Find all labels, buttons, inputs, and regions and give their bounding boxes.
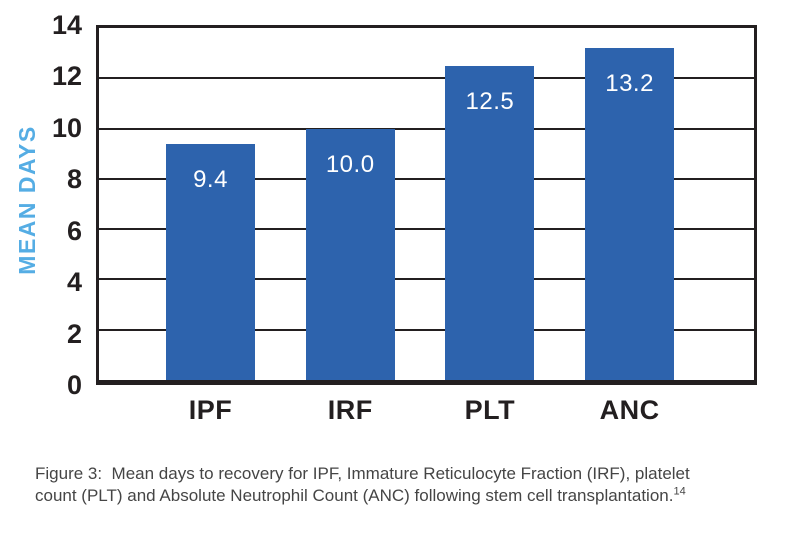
y-tick-label-12: 12 <box>51 61 82 92</box>
y-tick-label-2: 2 <box>66 318 82 349</box>
y-tick-label-4: 4 <box>66 267 82 298</box>
x-tick-label-irf: IRF <box>327 395 373 425</box>
bar-column-irf: 10.0 IRF <box>305 28 395 425</box>
bar-ipf: 9.4 <box>166 143 255 380</box>
bar-value-label-anc: 13.2 <box>605 70 654 98</box>
y-tick-label-6: 6 <box>66 215 82 246</box>
y-axis-tick-labels: 0 2 4 6 8 10 12 14 <box>0 10 82 400</box>
bar-plt: 12.5 <box>445 65 535 380</box>
bar-column-plt: 12.5 PLT <box>445 28 535 425</box>
figure-caption-text: Figure 3: Mean days to recovery for IPF,… <box>35 464 695 505</box>
figure-caption: Figure 3: Mean days to recovery for IPF,… <box>35 463 725 507</box>
plot-area: 9.4 IPF 10.0 IRF 12.5 PLT 13.2 ANC <box>96 25 757 425</box>
reference-superscript: 14 <box>673 485 686 498</box>
y-tick-label-8: 8 <box>66 164 82 195</box>
x-tick-label-plt: PLT <box>464 395 516 425</box>
y-tick-label-0: 0 <box>66 370 82 400</box>
x-tick-label-ipf: IPF <box>188 395 233 425</box>
bar-value-label-plt: 12.5 <box>465 87 515 115</box>
bar-value-label-ipf: 9.4 <box>193 165 228 193</box>
gridline-y2 <box>99 328 754 331</box>
y-tick-label-14: 14 <box>51 10 82 40</box>
bar-irf: 10.0 <box>305 128 395 380</box>
gridline-y12 <box>99 77 754 80</box>
gridline-y6 <box>99 228 754 231</box>
x-tick-label-anc: ANC <box>599 395 660 425</box>
bar-anc: 13.2 <box>585 48 675 380</box>
bar-value-label-irf: 10.0 <box>325 150 375 178</box>
y-tick-label-10: 10 <box>51 112 82 143</box>
gridline-y8 <box>99 177 754 180</box>
gridline-y4 <box>99 278 754 281</box>
gridline-y10 <box>99 127 754 130</box>
bar-column-ipf: 9.4 IPF <box>166 28 255 425</box>
bar-column-anc: 13.2 ANC <box>585 28 675 425</box>
bar-chart: MEAN DAYS 0 2 4 6 8 10 12 14 9.4 IPF 10.0 IRF 12.5 P… <box>0 10 757 425</box>
